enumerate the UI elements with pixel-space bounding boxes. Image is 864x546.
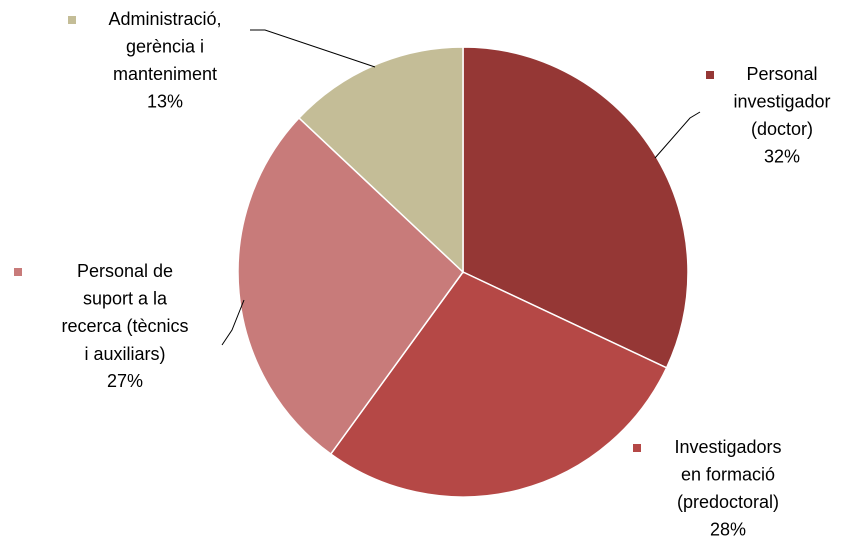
pie-slice xyxy=(237,116,464,456)
leader-line xyxy=(654,111,701,159)
slice-label-line: i auxiliars) xyxy=(84,344,165,364)
slice-label-line: manteniment xyxy=(113,64,217,84)
slice-label-line: Administració, xyxy=(108,9,221,29)
slice-value-label: 32% xyxy=(764,147,800,167)
slice-label-line: (doctor) xyxy=(751,119,813,139)
slice-label-line: (predoctoral) xyxy=(677,492,779,512)
slice-label-line: investigador xyxy=(733,91,830,111)
pie-slice xyxy=(329,271,668,498)
leader-line xyxy=(221,299,245,346)
leader-lines xyxy=(221,29,701,346)
legend-marker xyxy=(633,444,641,452)
slice-label: Administració, gerència i manteniment xyxy=(108,9,221,84)
slice-value-label: 13% xyxy=(147,92,183,112)
pie xyxy=(237,46,689,498)
legend-marker xyxy=(14,268,22,276)
slice-label-line: gerència i xyxy=(126,36,204,56)
slice-label-line: Personal xyxy=(746,64,817,84)
legend-marker xyxy=(706,71,714,79)
slice-label: Personal investigador (doctor) xyxy=(733,64,830,139)
slice-label-line: en formació xyxy=(681,464,775,484)
pie-slice xyxy=(297,46,464,274)
slice-label: Investigadors en formació (predoctoral) xyxy=(674,437,781,512)
slice-label: Personal de suport a la recerca (tècnics i … xyxy=(61,261,188,364)
legend-marker xyxy=(68,16,76,24)
slice-label-line: recerca (tècnics xyxy=(61,316,188,336)
slice-label-line: Personal de xyxy=(77,261,173,281)
leader-line xyxy=(250,29,376,68)
slice-label-line: suport a la xyxy=(83,288,168,308)
slice-value-label: 27% xyxy=(107,371,143,391)
slice-label-line: Investigadors xyxy=(674,437,781,457)
slice-value-label: 28% xyxy=(710,520,746,540)
pie-slice xyxy=(462,46,689,369)
